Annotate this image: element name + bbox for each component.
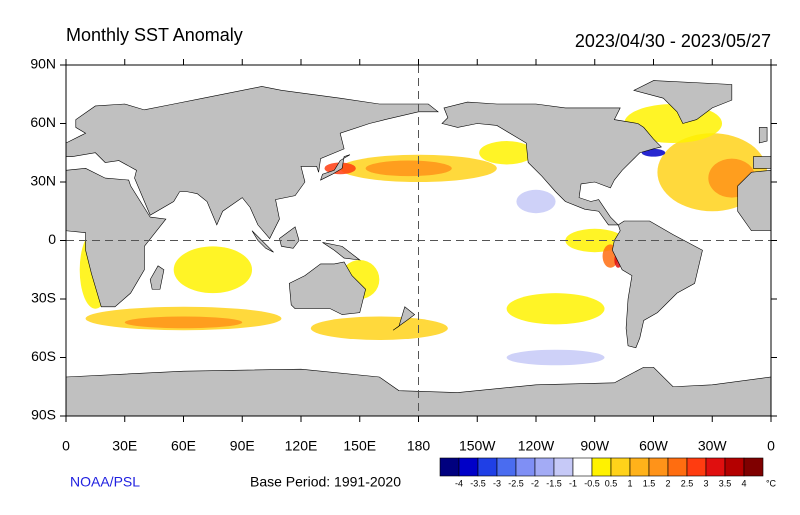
colorbar-box xyxy=(591,457,612,477)
landmass xyxy=(251,230,274,253)
colorbar-box xyxy=(686,457,707,477)
lon-label: 90W xyxy=(580,438,610,454)
lon-label: 30E xyxy=(112,438,137,454)
colorbar-label: -2 xyxy=(531,478,539,488)
landmass xyxy=(322,242,361,261)
colorbar-label: -3 xyxy=(493,478,501,488)
lat-label: 60N xyxy=(30,114,56,130)
colorbar-label: -4 xyxy=(455,478,463,488)
landmass xyxy=(288,261,366,315)
landmass xyxy=(392,306,416,331)
lon-label: 60E xyxy=(171,438,196,454)
anomaly-patch xyxy=(173,246,253,294)
anomaly-patch xyxy=(479,141,535,165)
landmass xyxy=(65,168,167,308)
colorbar-box xyxy=(515,457,536,477)
colorbar-box xyxy=(572,457,593,477)
colorbar-label: -0.5 xyxy=(584,478,600,488)
landmass xyxy=(612,220,703,349)
lat-label: 60S xyxy=(31,348,56,364)
colorbar-box xyxy=(648,457,669,477)
anomaly-patch xyxy=(506,293,605,325)
landmass xyxy=(149,265,165,290)
colorbar-label: 2 xyxy=(665,478,670,488)
lon-label: 120W xyxy=(518,438,555,454)
landmass xyxy=(753,156,772,169)
colorbar-box xyxy=(667,457,688,477)
base-period: Base Period: 1991-2020 xyxy=(250,474,401,490)
lon-label: 120E xyxy=(285,438,318,454)
colorbar-label: -1.5 xyxy=(546,478,562,488)
colorbar-label: 1 xyxy=(627,478,632,488)
colorbar-label: 3 xyxy=(703,478,708,488)
map-title: Monthly SST Anomaly xyxy=(66,25,243,45)
landmass xyxy=(279,226,300,249)
colorbar-box xyxy=(553,457,574,477)
lon-label: 150W xyxy=(459,438,496,454)
colorbar-box xyxy=(496,457,517,477)
colorbar-box xyxy=(724,457,745,477)
landmass xyxy=(65,86,439,240)
lat-label: 30N xyxy=(30,173,56,189)
colorbar: -4 -3.5 -3 -2.5 -2 -1.5 -1 -0.5 0.5 1 1.5 2 2.5 3 3.5 4… xyxy=(439,457,777,488)
lon-label: 30W xyxy=(698,438,728,454)
colorbar-box xyxy=(610,457,631,477)
lon-label: 60W xyxy=(639,438,669,454)
lon-label: 0 xyxy=(62,438,70,454)
credit: NOAA/PSL xyxy=(70,474,140,490)
colorbar-box xyxy=(439,457,460,477)
anomaly-patch xyxy=(124,316,243,329)
lon-label: 180 xyxy=(407,438,431,454)
landmass xyxy=(633,80,733,124)
lat-label: 90N xyxy=(30,56,56,72)
landmass xyxy=(441,101,662,226)
colorbar-label: 4 xyxy=(741,478,746,488)
colorbar-label: -1 xyxy=(569,478,577,488)
lon-label: 90E xyxy=(230,438,255,454)
colorbar-label: 0.5 xyxy=(605,478,618,488)
lon-label: 150E xyxy=(343,438,376,454)
colorbar-box xyxy=(629,457,650,477)
lat-label: 0 xyxy=(48,231,56,247)
landmass xyxy=(320,154,351,181)
lat-label: 90S xyxy=(31,407,56,423)
anomaly-patch xyxy=(506,349,605,366)
colorbar-box xyxy=(705,457,726,477)
landmass xyxy=(758,127,768,144)
axes: 90N 60N 30N 0 30S 60S 90S 0 30E 60E 90E 120E 150E 180… xyxy=(30,56,777,454)
colorbar-box xyxy=(743,457,764,477)
colorbar-label: -3.5 xyxy=(470,478,486,488)
colorbar-label: 2.5 xyxy=(681,478,694,488)
date-range: 2023/04/30 - 2023/05/27 xyxy=(575,31,771,51)
colorbar-label: 3.5 xyxy=(719,478,732,488)
colorbar-box xyxy=(458,457,479,477)
colorbar-box xyxy=(534,457,555,477)
anomaly-patch xyxy=(365,160,452,177)
lat-label: 30S xyxy=(31,290,56,306)
colorbar-box xyxy=(477,457,498,477)
lon-label: 0 xyxy=(767,438,775,454)
anomaly-patch xyxy=(516,189,556,214)
colorbar-label: 1.5 xyxy=(643,478,656,488)
colorbar-label: -2.5 xyxy=(508,478,524,488)
colorbar-unit: °C xyxy=(766,478,777,488)
anomaly-patch xyxy=(310,316,448,340)
